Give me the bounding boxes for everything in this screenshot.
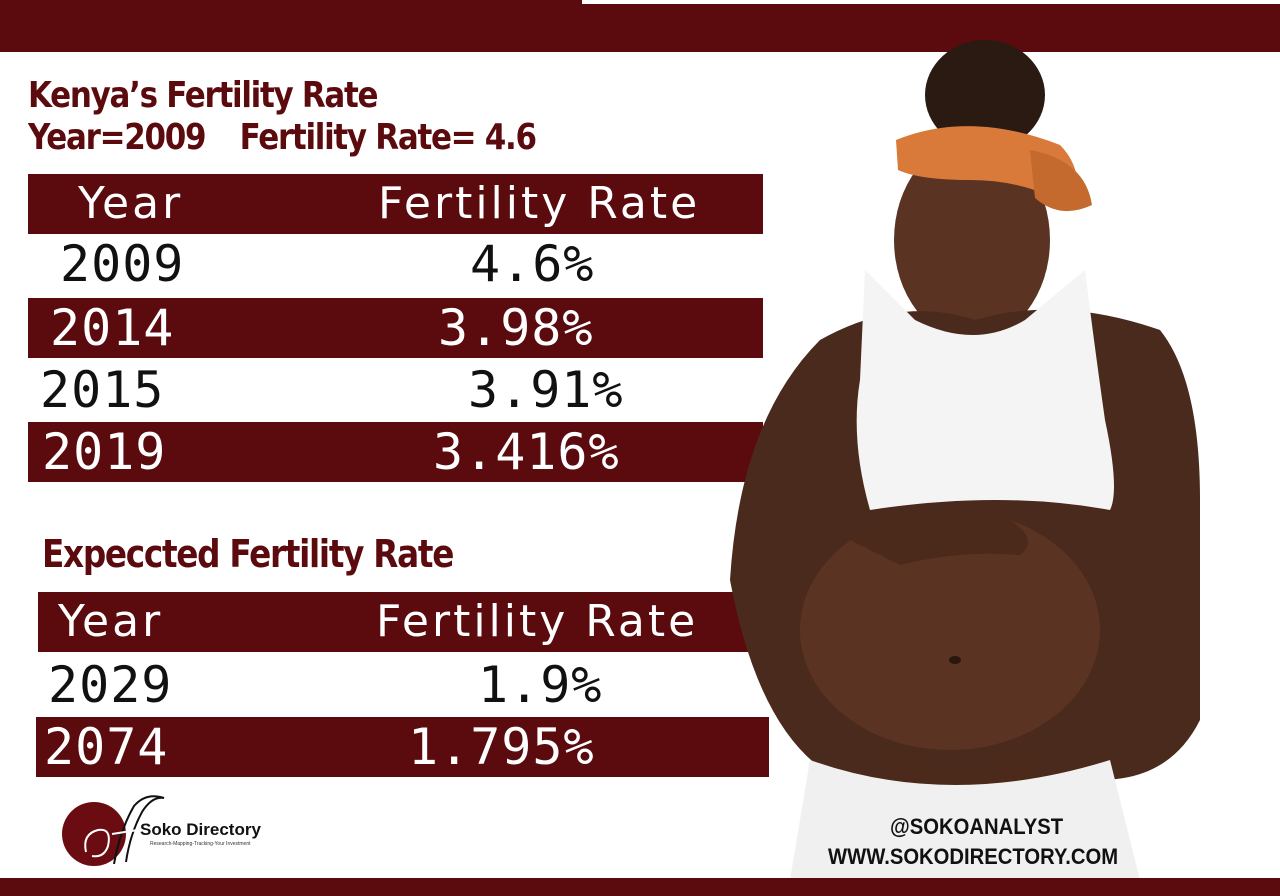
section-title-expected: Expeccted Fertility Rate — [42, 532, 454, 576]
table2-year-cell: 2074 — [44, 718, 169, 776]
pregnant-woman-photo — [730, 40, 1200, 880]
table2-rate-cell: 1.9% — [478, 656, 603, 714]
social-handle[interactable]: @SOKOANALYST — [890, 814, 1064, 839]
head — [894, 140, 1050, 340]
page-subheading: Year=2009 Fertility Rate= 4.6 — [28, 117, 537, 158]
table1-year-cell: 2014 — [50, 299, 175, 357]
subheading-year: Year=2009 — [28, 117, 207, 158]
table1-header-rate: Fertility Rate — [378, 178, 701, 229]
top-banner-notch — [582, 0, 1280, 4]
bottom-banner-bar — [0, 878, 1280, 896]
subheading-rate: Fertility Rate= 4.6 — [239, 117, 537, 158]
soko-directory-logo: Soko Directory Research-Mapping-Tracking… — [62, 790, 292, 870]
table2-header: Year Fertility Rate — [38, 592, 773, 652]
table2-rate-cell: 1.795% — [408, 718, 595, 776]
table1-rate-cell: 3.416% — [433, 423, 620, 481]
table1-rate-cell: 3.91% — [468, 361, 624, 419]
belly — [800, 510, 1100, 750]
table1-header: Year Fertility Rate — [28, 174, 763, 234]
top-banner-bar — [0, 0, 1280, 52]
table1-header-year: Year — [78, 178, 184, 229]
table2-header-rate: Fertility Rate — [376, 596, 699, 647]
table1-year-cell: 2019 — [42, 423, 167, 481]
table2-header-year: Year — [58, 596, 164, 647]
table1-rate-cell: 4.6% — [470, 235, 595, 293]
headscarf — [896, 126, 1078, 210]
page-title: Kenya’s Fertility Rate — [28, 75, 379, 116]
table-row: 2009 4.6% — [28, 234, 763, 294]
table2-year-cell: 2029 — [48, 656, 173, 714]
website-link[interactable]: WWW.SOKODIRECTORY.COM — [828, 844, 1119, 869]
table-row: 2074 1.795% — [36, 717, 769, 777]
hair-bun — [925, 40, 1045, 150]
table1-rate-cell: 3.98% — [438, 299, 594, 357]
white-skirt — [790, 760, 1140, 880]
table-row: 2029 1.9% — [38, 655, 773, 715]
table-row: 2019 3.416% — [28, 422, 763, 482]
logo-name: Soko Directory — [140, 820, 261, 839]
white-top — [856, 270, 1114, 510]
table1-year-cell: 2009 — [60, 235, 185, 293]
upper-hand — [850, 508, 1028, 565]
table-row: 2015 3.91% — [28, 360, 763, 420]
table1-year-cell: 2015 — [40, 361, 165, 419]
logo-tagline: Research-Mapping-Tracking-Your Investmen… — [150, 841, 251, 847]
table-row: 2014 3.98% — [28, 298, 763, 358]
logo-monogram-icon — [84, 795, 165, 865]
